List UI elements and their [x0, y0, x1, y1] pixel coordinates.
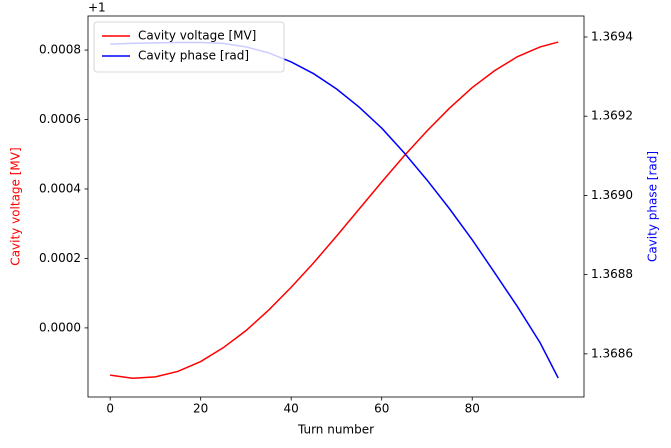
y2-tick-label: 1.3686: [591, 346, 633, 360]
y-tick-label: 0.0004: [39, 181, 81, 195]
data-line: [110, 41, 559, 380]
y-tick-label: 0.0002: [39, 251, 81, 265]
x-axis-label: Turn number: [297, 423, 374, 437]
x-tick-label: 0: [106, 402, 114, 416]
y-offset-label: +1: [88, 1, 106, 15]
y-tick-label: 0.0000: [39, 320, 81, 334]
x-tick-label: 80: [465, 402, 480, 416]
legend-label: Cavity phase [rad]: [138, 49, 249, 63]
y-tick-label: 0.0006: [39, 112, 81, 126]
y2-axis-label: Cavity phase [rad]: [646, 151, 660, 262]
x-tick-label: 20: [193, 402, 208, 416]
legend: Cavity voltage [MV] Cavity phase [rad]: [93, 21, 285, 73]
axes-frame: [87, 15, 585, 398]
y2-tick-label: 1.3692: [591, 109, 633, 123]
y2-tick-label: 1.3688: [591, 267, 633, 281]
legend-box: [93, 21, 285, 73]
legend-label: Cavity voltage [MV]: [138, 29, 256, 43]
data-line: [110, 41, 559, 379]
y2-tick-label: 1.3694: [591, 29, 633, 43]
x-tick-label: 60: [374, 402, 389, 416]
y-axis-label: Cavity voltage [MV]: [9, 147, 23, 265]
x-tick-label: 40: [284, 402, 299, 416]
y2-tick-label: 1.3690: [591, 188, 633, 202]
y-tick-label: 0.0008: [39, 43, 81, 57]
